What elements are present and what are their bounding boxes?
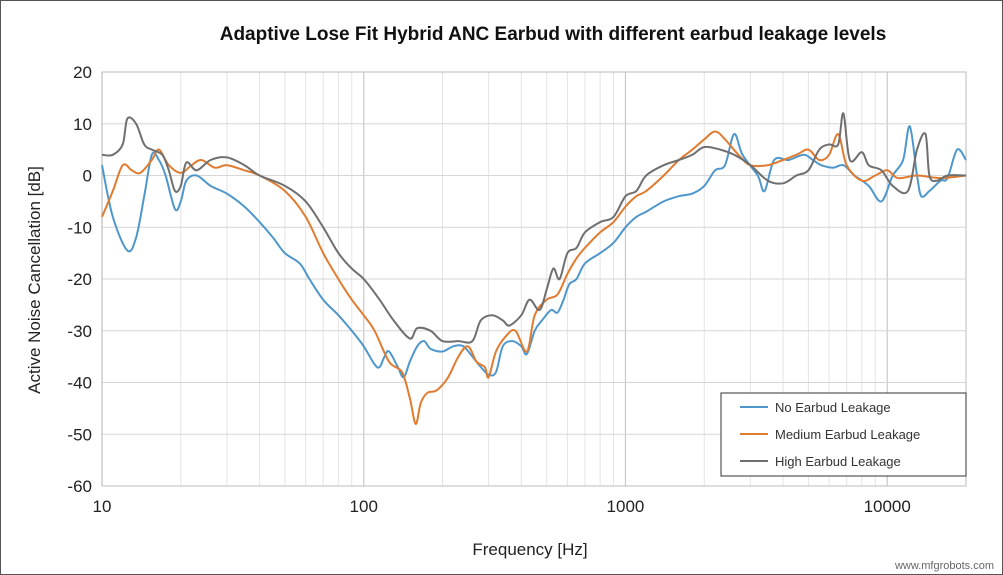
- legend-entry: High Earbud Leakage: [775, 454, 901, 469]
- y-tick-label: -30: [67, 322, 92, 341]
- y-tick-label: 0: [83, 167, 92, 186]
- y-axis-label: Active Noise Cancellation [dB]: [25, 166, 44, 394]
- plot-area-border: [101, 71, 967, 487]
- series-line-1: [101, 125, 967, 379]
- y-tick-label: -60: [67, 477, 92, 496]
- x-tick-label: 1000: [607, 497, 645, 516]
- legend-entry: Medium Earbud Leakage: [775, 427, 920, 442]
- x-tick-label: 10: [93, 497, 112, 516]
- x-axis-label: Frequency [Hz]: [472, 540, 587, 559]
- y-tick-label: -10: [67, 218, 92, 237]
- y-tick-label: -40: [67, 374, 92, 393]
- x-tick-label: 10000: [864, 497, 911, 516]
- legend-entry: No Earbud Leakage: [775, 400, 891, 415]
- legend: No Earbud Leakage Medium Earbud Leakage Hi…: [720, 392, 967, 477]
- watermark: www.mfgrobots.com: [894, 560, 994, 572]
- chart-title: Adaptive Lose Fit Hybrid ANC Earbud with…: [220, 24, 887, 45]
- y-tick-label: -50: [67, 425, 92, 444]
- series-line-2: [101, 130, 967, 425]
- x-tick-label: 100: [350, 497, 378, 516]
- y-tick-label: -20: [67, 270, 92, 289]
- y-tick-label: 10: [73, 115, 92, 134]
- series-lines: [101, 112, 967, 425]
- series-line-3: [101, 112, 967, 344]
- y-tick-label: 20: [73, 63, 92, 82]
